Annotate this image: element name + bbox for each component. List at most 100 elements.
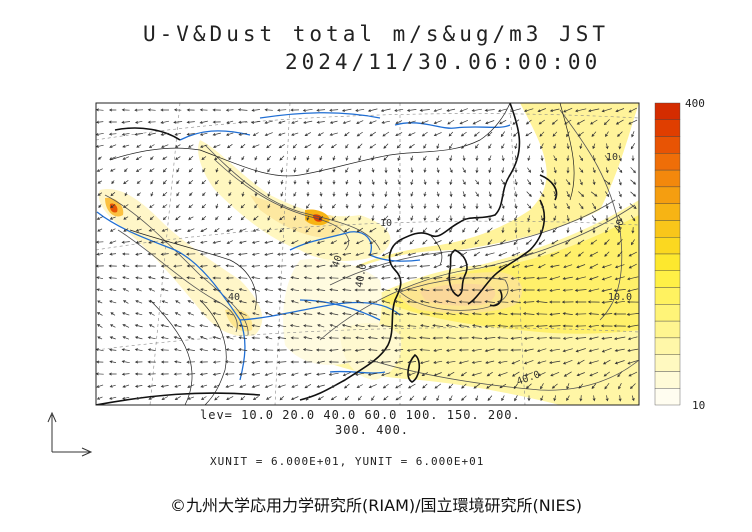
- wind-arrow: [601, 336, 613, 340]
- wind-arrow: [511, 371, 520, 377]
- wind-arrow: [121, 108, 130, 112]
- contour-label: 40: [330, 254, 344, 269]
- wind-arrow: [393, 264, 405, 268]
- wind-arrow: [631, 155, 635, 162]
- wind-arrow: [496, 300, 509, 304]
- wind-arrow: [432, 288, 443, 292]
- wind-arrow: [187, 228, 195, 232]
- wind-arrow: [148, 228, 155, 232]
- wind-arrow: [305, 395, 310, 401]
- wind-arrow: [317, 227, 325, 233]
- wind-arrow: [501, 155, 505, 162]
- colorbar: [654, 102, 681, 406]
- wind-arrow: [149, 204, 155, 208]
- wind-arrow: [277, 312, 287, 316]
- wind-arrow: [277, 276, 286, 280]
- wind-arrow: [241, 191, 245, 197]
- wind-arrow: [161, 228, 168, 232]
- wind-arrow: [251, 348, 260, 352]
- wind-arrow: [500, 131, 505, 138]
- wind-arrow: [384, 167, 388, 174]
- wind-arrow: [187, 336, 195, 340]
- wind-arrow: [462, 167, 466, 174]
- wind-arrow: [410, 191, 414, 197]
- wind-arrow: [562, 336, 573, 340]
- wind-arrow: [487, 239, 493, 246]
- wind-arrow: [134, 384, 143, 388]
- wind-arrow: [238, 240, 247, 244]
- wind-arrow: [341, 323, 352, 328]
- wind-arrow: [538, 119, 546, 125]
- wind-arrow: [579, 179, 583, 186]
- wind-arrow: [160, 336, 169, 340]
- wind-arrow: [408, 132, 416, 136]
- wind-arrow: [618, 191, 622, 198]
- contour-label: 40.0: [354, 263, 369, 289]
- colorbar-swatch: [654, 119, 681, 137]
- wind-arrow: [605, 167, 609, 174]
- colorbar-swatch: [654, 337, 681, 355]
- wind-arrow: [278, 144, 285, 149]
- wind-arrow: [277, 324, 287, 328]
- wind-arrow: [149, 168, 155, 172]
- wind-arrow: [501, 167, 505, 174]
- wind-arrow: [199, 108, 208, 112]
- wind-arrow: [238, 372, 247, 376]
- wind-arrow: [122, 276, 130, 280]
- contour-levels-line2: 300. 400.: [335, 423, 410, 437]
- wind-arrow: [553, 143, 557, 149]
- wind-arrow: [355, 312, 365, 316]
- wind-arrow: [509, 324, 522, 328]
- wind-arrow: [254, 192, 258, 197]
- wind-arrow: [436, 191, 440, 197]
- wind-arrow: [306, 167, 310, 173]
- wind-arrow: [395, 383, 403, 389]
- wind-arrow: [445, 336, 456, 340]
- map-content: 10 40 40 10 40 40.0 40.0 10.0: [96, 103, 639, 405]
- wind-arrow: [381, 251, 390, 257]
- wind-arrow: [161, 300, 168, 304]
- wind-arrow: [215, 167, 219, 173]
- wind-arrow: [199, 252, 208, 256]
- wind-arrow: [475, 179, 480, 185]
- wind-arrow: [358, 203, 362, 209]
- wind-arrow: [238, 348, 248, 352]
- wind-arrow: [173, 276, 183, 280]
- wind-arrow: [121, 348, 130, 352]
- wind-arrow: [173, 372, 182, 376]
- wind-arrow: [237, 276, 248, 280]
- wind-arrow: [280, 191, 284, 197]
- wind-arrow: [367, 288, 378, 292]
- wind-arrow: [276, 264, 287, 268]
- colorbar-swatch: [654, 169, 681, 188]
- wind-arrow: [200, 312, 207, 316]
- wind-arrow: [316, 276, 326, 280]
- wind-arrow: [135, 312, 143, 316]
- wind-arrow: [458, 288, 469, 292]
- wind-arrow: [134, 108, 144, 112]
- wind-arrow: [435, 215, 440, 221]
- wind-arrow: [460, 251, 468, 257]
- wind-arrow: [488, 191, 492, 198]
- wind-arrow: [410, 227, 414, 233]
- wind-arrow: [564, 119, 572, 125]
- wind-arrow: [394, 348, 404, 352]
- wind-arrow: [473, 383, 481, 389]
- wind-arrow: [393, 276, 404, 280]
- wind-arrow: [397, 167, 401, 173]
- forecast-datetime: 2024/11/30.06:00:00: [285, 50, 602, 74]
- wind-arrow: [618, 178, 622, 186]
- wind-arrow: [501, 203, 505, 209]
- wind-arrow: [267, 215, 271, 221]
- wind-arrow: [617, 251, 623, 258]
- wind-arrow: [627, 288, 639, 293]
- wind-arrow: [264, 372, 273, 377]
- wind-arrow: [266, 227, 272, 233]
- wind-arrow: [406, 312, 417, 316]
- wind-arrow: [397, 215, 401, 222]
- wind-arrow: [614, 264, 625, 269]
- wind-arrow: [162, 167, 167, 173]
- wind-arrow: [514, 191, 518, 198]
- wind-arrow: [590, 119, 598, 125]
- wind-arrow: [280, 203, 284, 209]
